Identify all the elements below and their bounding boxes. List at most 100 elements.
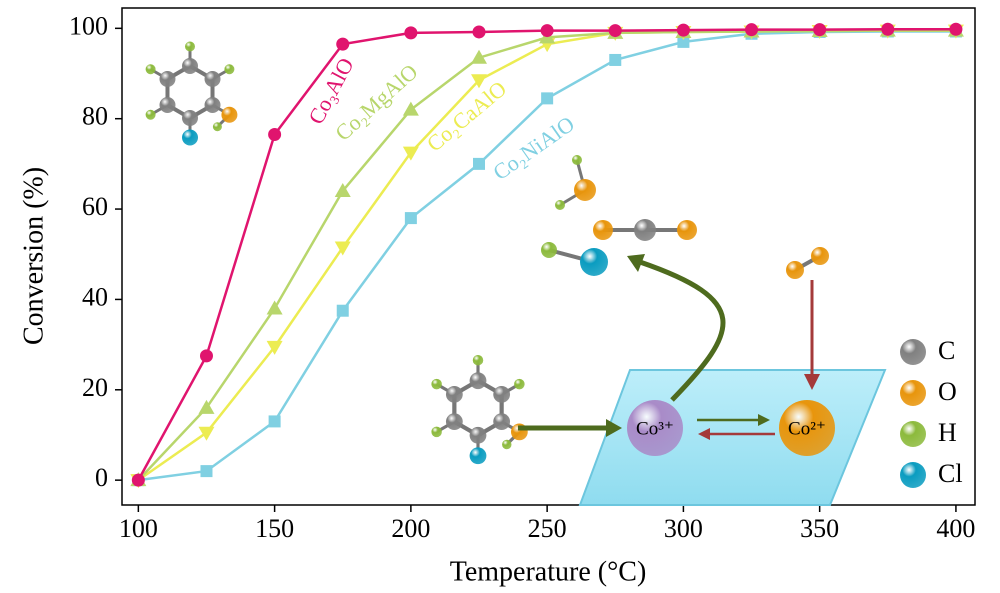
atom	[212, 122, 222, 132]
atom	[555, 200, 565, 210]
data-point	[949, 22, 963, 36]
atom	[182, 58, 198, 74]
data-point	[881, 22, 895, 36]
y-tick-label: 0	[95, 463, 108, 492]
data-point	[608, 24, 622, 38]
atom	[593, 220, 613, 240]
data-point	[677, 35, 690, 48]
data-point	[471, 49, 488, 64]
x-tick-label: 200	[391, 514, 430, 543]
y-tick-label: 60	[82, 192, 108, 221]
atom	[445, 385, 463, 403]
data-point	[198, 426, 215, 441]
data-point	[266, 300, 283, 315]
data-point	[540, 24, 554, 38]
arrowhead	[698, 428, 710, 440]
atom	[445, 413, 463, 431]
atom	[182, 129, 198, 146]
atom	[572, 155, 582, 165]
atom	[580, 248, 608, 276]
data-point	[402, 101, 419, 116]
x-tick-label: 150	[255, 514, 294, 543]
data-point	[268, 128, 282, 142]
atom	[185, 41, 195, 52]
atom	[786, 261, 804, 279]
catalyst-surface	[578, 369, 887, 506]
atom	[634, 219, 656, 241]
atom	[469, 426, 487, 444]
atom	[900, 421, 926, 447]
data-point	[334, 241, 351, 256]
data-point	[266, 340, 283, 355]
atom	[627, 400, 683, 456]
atom	[469, 372, 487, 390]
legend-label: C	[938, 336, 955, 365]
data-point	[336, 304, 349, 317]
data-point	[473, 157, 486, 170]
series-label: Co₂NiAlO	[488, 111, 579, 185]
data-point	[404, 26, 418, 40]
data-point	[472, 25, 486, 39]
data-point	[676, 23, 690, 37]
data-point	[334, 182, 351, 197]
atom	[159, 71, 176, 87]
atom	[900, 339, 926, 365]
legend-label: O	[938, 377, 957, 406]
atom	[574, 179, 596, 201]
atom	[493, 385, 511, 403]
data-point	[745, 23, 759, 37]
atom	[145, 64, 156, 75]
x-axis-label: Temperature (°C)	[450, 556, 647, 587]
atom	[472, 354, 484, 366]
atom	[159, 97, 176, 113]
site-label: Co³⁺	[636, 418, 674, 439]
site-label: Co²⁺	[788, 418, 826, 439]
atom	[502, 439, 512, 450]
data-point	[200, 465, 213, 478]
y-axis-label: Conversion (%)	[18, 167, 49, 345]
x-tick-label: 300	[664, 514, 703, 543]
data-point	[199, 349, 213, 363]
x-tick-label: 350	[800, 514, 839, 543]
atom	[145, 109, 156, 120]
atom	[469, 447, 487, 465]
y-tick-label: 40	[82, 282, 108, 311]
data-point	[336, 37, 350, 51]
atom	[204, 97, 221, 113]
atom	[431, 378, 442, 390]
x-tick-label: 250	[528, 514, 567, 543]
data-point	[198, 399, 215, 414]
atom	[221, 106, 238, 123]
arrowhead	[606, 419, 622, 437]
plot-frame	[121, 7, 976, 506]
atom	[182, 110, 198, 126]
atom	[900, 462, 926, 488]
data-point	[404, 212, 417, 225]
atom	[431, 426, 442, 438]
atom	[900, 380, 926, 406]
legend-label: Cl	[938, 459, 963, 488]
arrow	[639, 259, 726, 402]
data-point	[813, 23, 827, 37]
atom	[514, 378, 525, 390]
legend-label: H	[938, 418, 957, 447]
y-tick-label: 20	[82, 373, 108, 402]
y-tick-label: 100	[69, 11, 108, 40]
arrowhead	[804, 374, 820, 390]
data-point	[268, 415, 281, 428]
data-point	[402, 146, 419, 161]
y-tick-label: 80	[82, 102, 108, 131]
data-point	[609, 53, 622, 66]
atom	[224, 64, 235, 75]
atom	[811, 247, 829, 265]
x-tick-label: 400	[936, 514, 975, 543]
atom	[493, 413, 511, 431]
data-point	[131, 473, 145, 487]
data-point	[471, 74, 488, 89]
atom	[779, 400, 835, 456]
arrowhead	[627, 254, 645, 272]
atom	[541, 242, 557, 258]
atom	[204, 71, 221, 87]
data-point	[541, 92, 554, 105]
